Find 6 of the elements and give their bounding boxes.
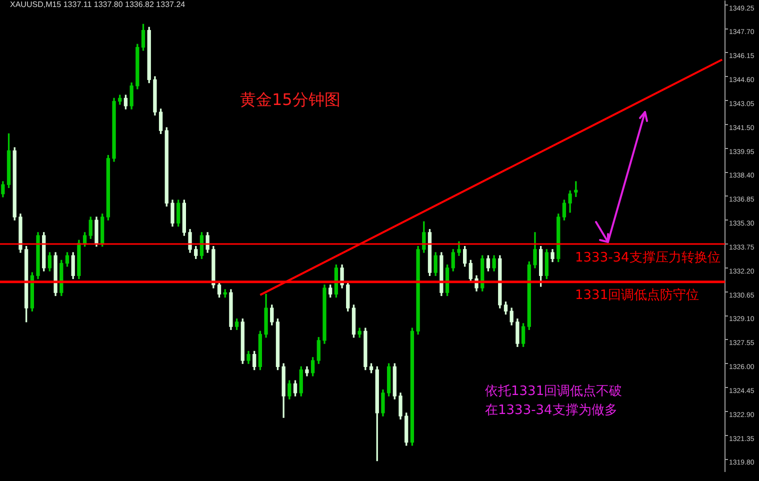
annotation: 在1333-34支撑为做多: [485, 402, 618, 419]
ref-line-label: 1331回调低点防守位: [575, 288, 700, 304]
ref-line-label: 1333-34支撑压力转换位: [575, 250, 720, 266]
chart-subtitle: XAUUSD,M15 1337.11 1337.80 1336.82 1337.24: [10, 0, 186, 9]
text: 黄金15分钟图: [240, 90, 340, 111]
annotation: 依托1331回调低点不破: [485, 383, 622, 400]
